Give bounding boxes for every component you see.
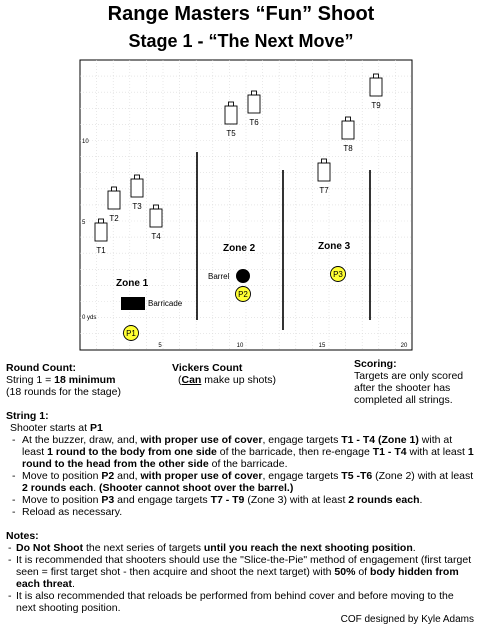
target-t8: T8 [341, 116, 355, 153]
position-p3: P3 [330, 266, 346, 282]
scoring: Scoring: Targets are only scored after t… [354, 358, 480, 406]
string-1-heading: String 1: [6, 410, 49, 422]
svg-text:T4: T4 [151, 232, 161, 241]
x-tick-label: 15 [319, 343, 326, 349]
y-tick-label: 5 [82, 220, 86, 226]
vickers-text: (Can make up shots) [178, 374, 277, 386]
round-count-note: (18 rounds for the stage) [6, 386, 121, 398]
notes-heading: Notes: [6, 530, 39, 542]
svg-text:T9: T9 [371, 101, 381, 110]
target-t5: T5 [224, 101, 238, 138]
svg-text:P2: P2 [238, 290, 248, 299]
credit: COF designed by Kyle Adams [340, 614, 474, 625]
target-t4: T4 [149, 204, 163, 241]
y-tick-label: 0 yds [82, 315, 96, 321]
note-item: It is also recommended that reloads be p… [6, 590, 476, 614]
svg-text:T2: T2 [109, 214, 119, 223]
zone-label: Zone 3 [318, 241, 351, 252]
barrel-label: Barrel [208, 272, 230, 281]
targets: T1 T2 T3 T4 T5 T6 T7 T8 T9 [94, 73, 383, 255]
barricade [121, 297, 145, 310]
position-p2: P2 [235, 286, 251, 302]
walls [121, 152, 371, 330]
svg-text:T6: T6 [249, 118, 259, 127]
x-tick-label: 5 [158, 343, 162, 349]
x-tick-label: 10 [237, 343, 244, 349]
y-tick-label: 10 [82, 139, 89, 145]
string-1-step: Move to position P3 and engage targets T… [6, 494, 476, 506]
target-t7: T7 [317, 158, 331, 195]
string-1-step: Move to position P2 and, with proper use… [6, 470, 476, 494]
svg-text:T8: T8 [343, 144, 353, 153]
string-1-step: At the buzzer, draw, and, with proper us… [6, 434, 476, 470]
svg-text:T3: T3 [132, 202, 142, 211]
string-1-steps: At the buzzer, draw, and, with proper us… [6, 434, 476, 518]
svg-text:P3: P3 [333, 270, 343, 279]
svg-text:T7: T7 [319, 186, 329, 195]
barrel [236, 269, 250, 283]
diagram-labels: Zone 1 Zone 2 Zone 3 Barrel Barricade 10 5 0 yd… [82, 139, 408, 349]
stage-diagram: Zone 1 Zone 2 Zone 3 Barrel Barricade 10 5 0 yd… [79, 59, 413, 351]
string-1: String 1: Shooter starts at P1 At the bu… [6, 410, 476, 518]
vickers-heading: Vickers Count [172, 362, 243, 374]
x-tick-label: 20 [401, 343, 408, 349]
target-t3: T3 [130, 174, 144, 211]
target-t1: T1 [94, 218, 108, 255]
position-p1: P1 [123, 325, 139, 341]
svg-text:T5: T5 [226, 129, 236, 138]
note-item: Do Not Shoot the next series of targets … [6, 542, 476, 554]
round-count-heading: Round Count: [6, 362, 76, 374]
string-1-start: Shooter starts at P1 [10, 422, 103, 434]
zone-label: Zone 2 [223, 243, 256, 254]
round-count-string: String 1 = 18 minimum [6, 374, 116, 386]
string-1-step: Reload as necessary. [6, 506, 476, 518]
positions: P1 P2 P3 [123, 266, 346, 341]
target-t9: T9 [369, 73, 383, 110]
svg-text:T1: T1 [96, 246, 106, 255]
notes: Notes: Do Not Shoot the next series of t… [6, 530, 476, 614]
grid [80, 60, 412, 350]
scoring-text: Targets are only scored after the shoote… [354, 370, 464, 406]
zone-label: Zone 1 [116, 278, 149, 289]
scoring-heading: Scoring: [354, 358, 397, 370]
svg-text:P1: P1 [126, 329, 136, 338]
vickers-count: Vickers Count (Can make up shots) [172, 362, 312, 386]
barricade-label: Barricade [148, 299, 183, 308]
round-count: Round Count: String 1 = 18 minimum (18 r… [6, 362, 146, 398]
stage-subtitle: Stage 1 - “The Next Move” [128, 31, 354, 51]
target-t2: T2 [107, 186, 121, 223]
notes-list: Do Not Shoot the next series of targets … [6, 542, 476, 614]
page-title: Range Masters “Fun” Shoot [107, 3, 375, 25]
target-t6: T6 [247, 90, 261, 127]
note-item: It is recommended that shooters should u… [6, 554, 476, 590]
